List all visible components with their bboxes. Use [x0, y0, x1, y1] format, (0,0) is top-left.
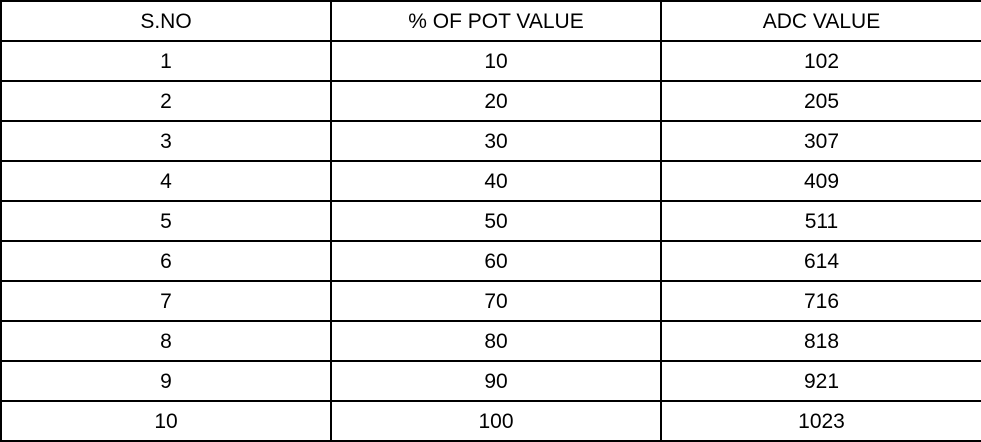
cell-serial-number: 3: [0, 120, 332, 162]
header-adc-value: ADC VALUE: [660, 0, 981, 42]
header-pot-value-percent: % OF POT VALUE: [330, 0, 662, 42]
cell-adc-value: 307: [660, 120, 981, 162]
cell-serial-number: 8: [0, 320, 332, 362]
cell-pot-value-percent: 80: [330, 320, 662, 362]
cell-pot-value-percent: 50: [330, 200, 662, 242]
cell-pot-value-percent: 40: [330, 160, 662, 202]
table-row: 6 60 614: [0, 240, 981, 282]
table-row: 1 10 102: [0, 40, 981, 82]
cell-adc-value: 921: [660, 360, 981, 402]
cell-adc-value: 614: [660, 240, 981, 282]
cell-pot-value-percent: 70: [330, 280, 662, 322]
cell-serial-number: 9: [0, 360, 332, 402]
cell-pot-value-percent: 60: [330, 240, 662, 282]
table-row: 5 50 511: [0, 200, 981, 242]
cell-adc-value: 102: [660, 40, 981, 82]
table-header: S.NO % OF POT VALUE ADC VALUE: [0, 0, 981, 42]
cell-pot-value-percent: 100: [330, 400, 662, 442]
table-row: 9 90 921: [0, 360, 981, 402]
cell-adc-value: 818: [660, 320, 981, 362]
cell-serial-number: 2: [0, 80, 332, 122]
table-row: 8 80 818: [0, 320, 981, 362]
cell-pot-value-percent: 30: [330, 120, 662, 162]
cell-adc-value: 205: [660, 80, 981, 122]
cell-pot-value-percent: 20: [330, 80, 662, 122]
header-serial-number: S.NO: [0, 0, 332, 42]
table-row: 2 20 205: [0, 80, 981, 122]
cell-adc-value: 511: [660, 200, 981, 242]
table-row: 3 30 307: [0, 120, 981, 162]
cell-serial-number: 4: [0, 160, 332, 202]
cell-serial-number: 5: [0, 200, 332, 242]
header-row: S.NO % OF POT VALUE ADC VALUE: [0, 0, 981, 42]
table-row: 7 70 716: [0, 280, 981, 322]
cell-adc-value: 1023: [660, 400, 981, 442]
table-row: 4 40 409: [0, 160, 981, 202]
cell-serial-number: 10: [0, 400, 332, 442]
cell-adc-value: 409: [660, 160, 981, 202]
cell-serial-number: 7: [0, 280, 332, 322]
cell-serial-number: 6: [0, 240, 332, 282]
cell-serial-number: 1: [0, 40, 332, 82]
cell-pot-value-percent: 90: [330, 360, 662, 402]
table-row: 10 100 1023: [0, 400, 981, 442]
cell-adc-value: 716: [660, 280, 981, 322]
table-body: 1 10 102 2 20 205 3 30 307 4 40 409 5 50: [0, 40, 981, 442]
cell-pot-value-percent: 10: [330, 40, 662, 82]
